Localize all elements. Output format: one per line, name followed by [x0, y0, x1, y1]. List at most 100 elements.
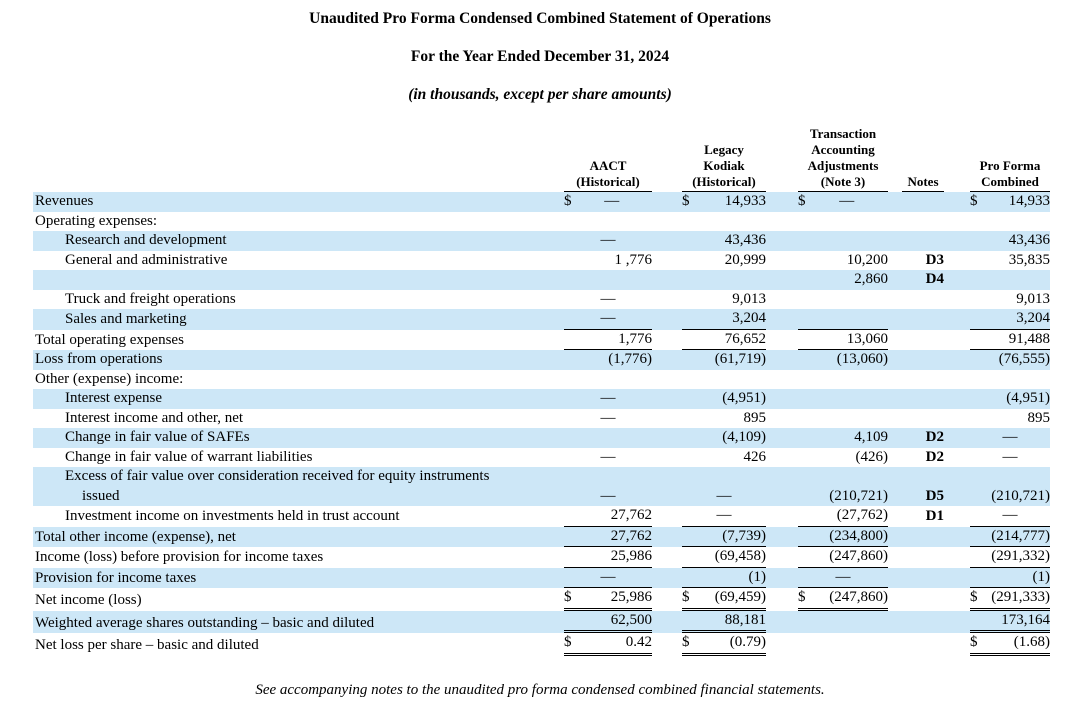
cell-legacy-kodiak: (1) [682, 568, 766, 588]
table-row: Interest expense — (4,951) (4,951) [33, 389, 1050, 409]
cell-aact-historical: 27,762 [564, 506, 652, 527]
row-label: Change in fair value of SAFEs [65, 429, 250, 445]
row-label: Total other income (expense), net [35, 528, 236, 545]
table-row: Income (loss) before provision for incom… [33, 547, 1050, 568]
cell-legacy-kodiak: 76,652 [682, 330, 766, 350]
row-label: Change in fair value of warrant liabilit… [65, 448, 313, 465]
cell-aact-historical: — [600, 232, 616, 248]
row-label: Operating expenses: [35, 212, 158, 229]
cell-transaction-adjustments: (234,800) [798, 527, 888, 547]
cell-legacy-kodiak: — [716, 487, 732, 504]
units-note: (in thousands, except per share amounts) [408, 86, 672, 103]
table-row: Research and development — 43,436 43,436 [33, 231, 1050, 251]
row-label: Research and development [65, 232, 227, 248]
cell-pro-forma-combined: 91,488 [970, 330, 1050, 350]
row-label: Interest income and other, net [65, 409, 244, 426]
cell-transaction-adjustments [798, 328, 888, 330]
col-header-legacy-kodiak: Legacy Kodiak (Historical) [682, 142, 766, 192]
cell-pro-forma-combined: — [1002, 448, 1018, 465]
table-row: Change in fair value of warrant liabilit… [33, 448, 1050, 468]
table-row: Total operating expenses 1,776 76,652 13… [33, 330, 1050, 350]
cell-legacy-kodiak: (4,109) [722, 429, 766, 445]
row-label: Revenues [35, 193, 94, 209]
cell-transaction-adjustments: 13,060 [798, 330, 888, 350]
cell-note-ref: D1 [925, 508, 944, 524]
table-body: Revenues $ — $14,933 $ — $14,933 Operating… [33, 192, 1050, 656]
table-row: Operating expenses: [33, 212, 1050, 232]
col-header-pro-forma-combined: Pro Forma Combined [970, 158, 1050, 192]
cell-aact-historical: — [600, 390, 616, 406]
cell-pro-forma-combined: 9,013 [1016, 290, 1050, 307]
cell-pro-forma-combined: (4,951) [1006, 390, 1050, 406]
cell-legacy-kodiak: (61,719) [714, 351, 766, 367]
cell-pro-forma-combined: 3,204 [970, 309, 1050, 330]
cell-legacy-kodiak: 43,436 [724, 232, 766, 248]
col-header-aact-historical: AACT (Historical) [564, 158, 652, 192]
cell-transaction-adjustments: (13,060) [836, 351, 888, 367]
cell-pro-forma-combined: — [970, 506, 1050, 527]
cell-legacy-kodiak: (4,951) [722, 390, 766, 406]
row-label: Excess of fair value over consideration … [65, 468, 490, 504]
table-row: Change in fair value of SAFEs (4,109) 4,… [33, 428, 1050, 448]
cell-pro-forma-combined: 895 [1027, 409, 1051, 426]
table-row: Weighted average shares outstanding – ba… [33, 610, 1050, 633]
cell-pro-forma-combined: (214,777) [970, 527, 1050, 547]
period-subtitle: For the Year Ended December 31, 2024 [410, 48, 670, 65]
cell-legacy-kodiak: 426 [743, 448, 767, 465]
cell-aact-historical: 1,776 [564, 330, 652, 350]
cell-transaction-adjustments: — [798, 568, 888, 588]
table-row: Sales and marketing — 3,204 3,204 [33, 309, 1050, 330]
table-row: Other (expense) income: [33, 370, 1050, 390]
cell-note-ref: D5 [925, 487, 944, 504]
table-row: 2,860 D4 [33, 270, 1050, 290]
row-label: General and administrative [65, 251, 228, 268]
cell-aact-historical: — [564, 568, 652, 588]
row-label: Weighted average shares outstanding – ba… [35, 614, 375, 631]
row-label: Provision for income taxes [35, 569, 197, 586]
cell-aact-historical: — [600, 448, 616, 465]
row-label: Loss from operations [35, 351, 163, 367]
cell-transaction-adjustments: $ — [798, 193, 855, 209]
cell-transaction-adjustments: (210,721) [829, 487, 888, 504]
cell-legacy-kodiak: $ (69,459) [682, 588, 766, 611]
table-header-row: AACT (Historical) Legacy Kodiak (Histori… [33, 126, 1050, 192]
cell-legacy-kodiak: (69,458) [682, 547, 766, 568]
cell-aact-historical: — [600, 409, 616, 426]
cell-pro-forma-combined: $14,933 [970, 193, 1050, 209]
cell-aact-historical: — [600, 487, 616, 504]
cell-aact-historical: $0.42 [564, 633, 652, 656]
cell-pro-forma-combined: (1) [970, 568, 1050, 588]
cell-legacy-kodiak: 895 [743, 409, 767, 426]
cell-pro-forma-combined: (291,332) [970, 547, 1050, 568]
cell-legacy-kodiak: $14,933 [682, 193, 766, 209]
row-label: Net loss per share – basic and diluted [35, 637, 259, 653]
cell-legacy-kodiak: $ (0.79) [682, 633, 766, 656]
cell-pro-forma-combined: 35,835 [1008, 251, 1050, 268]
table-row: Revenues $ — $14,933 $ — $14,933 [33, 192, 1050, 212]
cell-legacy-kodiak: — [682, 506, 766, 527]
table-row: Truck and freight operations — 9,013 9,0… [33, 290, 1050, 310]
table-row: Excess of fair value over consideration … [33, 467, 1050, 506]
cell-pro-forma-combined: (210,721) [991, 487, 1050, 504]
statement-of-operations-table: AACT (Historical) Legacy Kodiak (Histori… [33, 126, 1050, 656]
document-title: Unaudited Pro Forma Condensed Combined S… [309, 10, 771, 27]
table-row: Interest income and other, net — 895 895 [33, 409, 1050, 429]
row-label: Other (expense) income: [35, 370, 184, 387]
cell-legacy-kodiak: (7,739) [682, 527, 766, 547]
cell-aact-historical: 62,500 [564, 611, 652, 633]
cell-legacy-kodiak: 9,013 [732, 290, 766, 307]
cell-pro-forma-combined: $ (1.68) [970, 633, 1050, 656]
table-row: Loss from operations (1,776) (61,719) (1… [33, 350, 1050, 370]
cell-legacy-kodiak: 3,204 [682, 309, 766, 330]
cell-pro-forma-combined: — [1002, 429, 1018, 445]
table-row: General and administrative 1 ,776 20,999… [33, 251, 1050, 271]
cell-transaction-adjustments: 2,860 [854, 271, 888, 287]
cell-aact-historical: 27,762 [564, 527, 652, 547]
table-row: Net income (loss) $25,986 $ (69,459) $ (24… [33, 588, 1050, 611]
col-header-notes: Notes [902, 174, 944, 192]
financial-statement-document: Unaudited Pro Forma Condensed Combined S… [0, 9, 1080, 699]
table-row: Net loss per share – basic and diluted $… [33, 633, 1050, 656]
cell-legacy-kodiak: 20,999 [724, 251, 766, 268]
table-row: Provision for income taxes — (1) — (1) [33, 567, 1050, 588]
cell-aact-historical: (1,776) [608, 351, 652, 367]
